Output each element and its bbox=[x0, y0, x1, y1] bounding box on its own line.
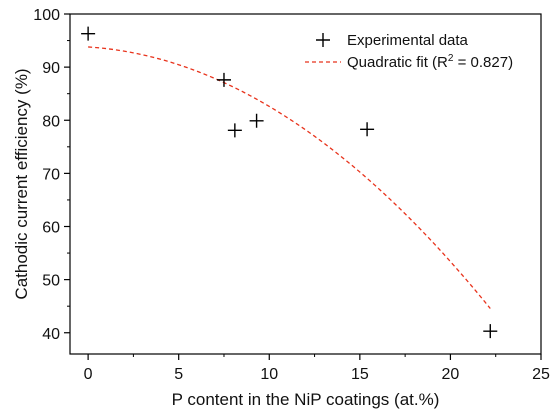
legend: Experimental data Quadratic fit (R2 = 0.… bbox=[305, 32, 513, 71]
y-tick-label: 40 bbox=[42, 326, 60, 343]
legend-label-fit: Quadratic fit (R2 = 0.827) bbox=[347, 53, 513, 71]
legend-fit-sup: 2 bbox=[448, 53, 454, 64]
point-layer bbox=[81, 26, 498, 339]
x-tick-label: 10 bbox=[260, 366, 278, 383]
data-point bbox=[483, 324, 498, 339]
legend-label-experimental: Experimental data bbox=[347, 32, 469, 49]
plot-frame bbox=[69, 13, 542, 355]
data-point bbox=[216, 72, 231, 87]
x-axis-title: P content in the NiP coatings (at.%) bbox=[172, 390, 440, 409]
legend-plus-icon bbox=[316, 33, 330, 47]
quadratic-fit-line bbox=[88, 46, 491, 309]
y-axis: 40 50 60 70 80 90 100 bbox=[33, 7, 70, 343]
data-point bbox=[360, 122, 375, 137]
x-tick-label: 25 bbox=[532, 366, 550, 383]
x-tick-label: 20 bbox=[442, 366, 460, 383]
legend-fit-suffix: = 0.827) bbox=[453, 54, 513, 71]
y-tick-label: 90 bbox=[42, 60, 60, 77]
y-tick-label: 60 bbox=[42, 220, 60, 237]
data-point bbox=[227, 123, 242, 138]
data-point bbox=[81, 26, 96, 41]
y-axis-title: Cathodic current efficiency (%) bbox=[12, 68, 31, 299]
data-point bbox=[249, 113, 264, 128]
x-tick-label: 0 bbox=[84, 366, 93, 383]
legend-fit-name: Quadratic fit (R bbox=[347, 54, 448, 71]
x-tick-label: 15 bbox=[351, 366, 369, 383]
y-tick-label: 100 bbox=[33, 7, 60, 24]
y-tick-label: 70 bbox=[42, 166, 60, 183]
x-axis: 0 5 10 15 20 25 bbox=[84, 354, 550, 383]
x-tick-label: 5 bbox=[174, 366, 183, 383]
y-tick-label: 50 bbox=[42, 273, 60, 290]
y-tick-label: 80 bbox=[42, 113, 60, 130]
legend-marker-experimental bbox=[316, 33, 330, 47]
fit-layer bbox=[88, 46, 491, 309]
